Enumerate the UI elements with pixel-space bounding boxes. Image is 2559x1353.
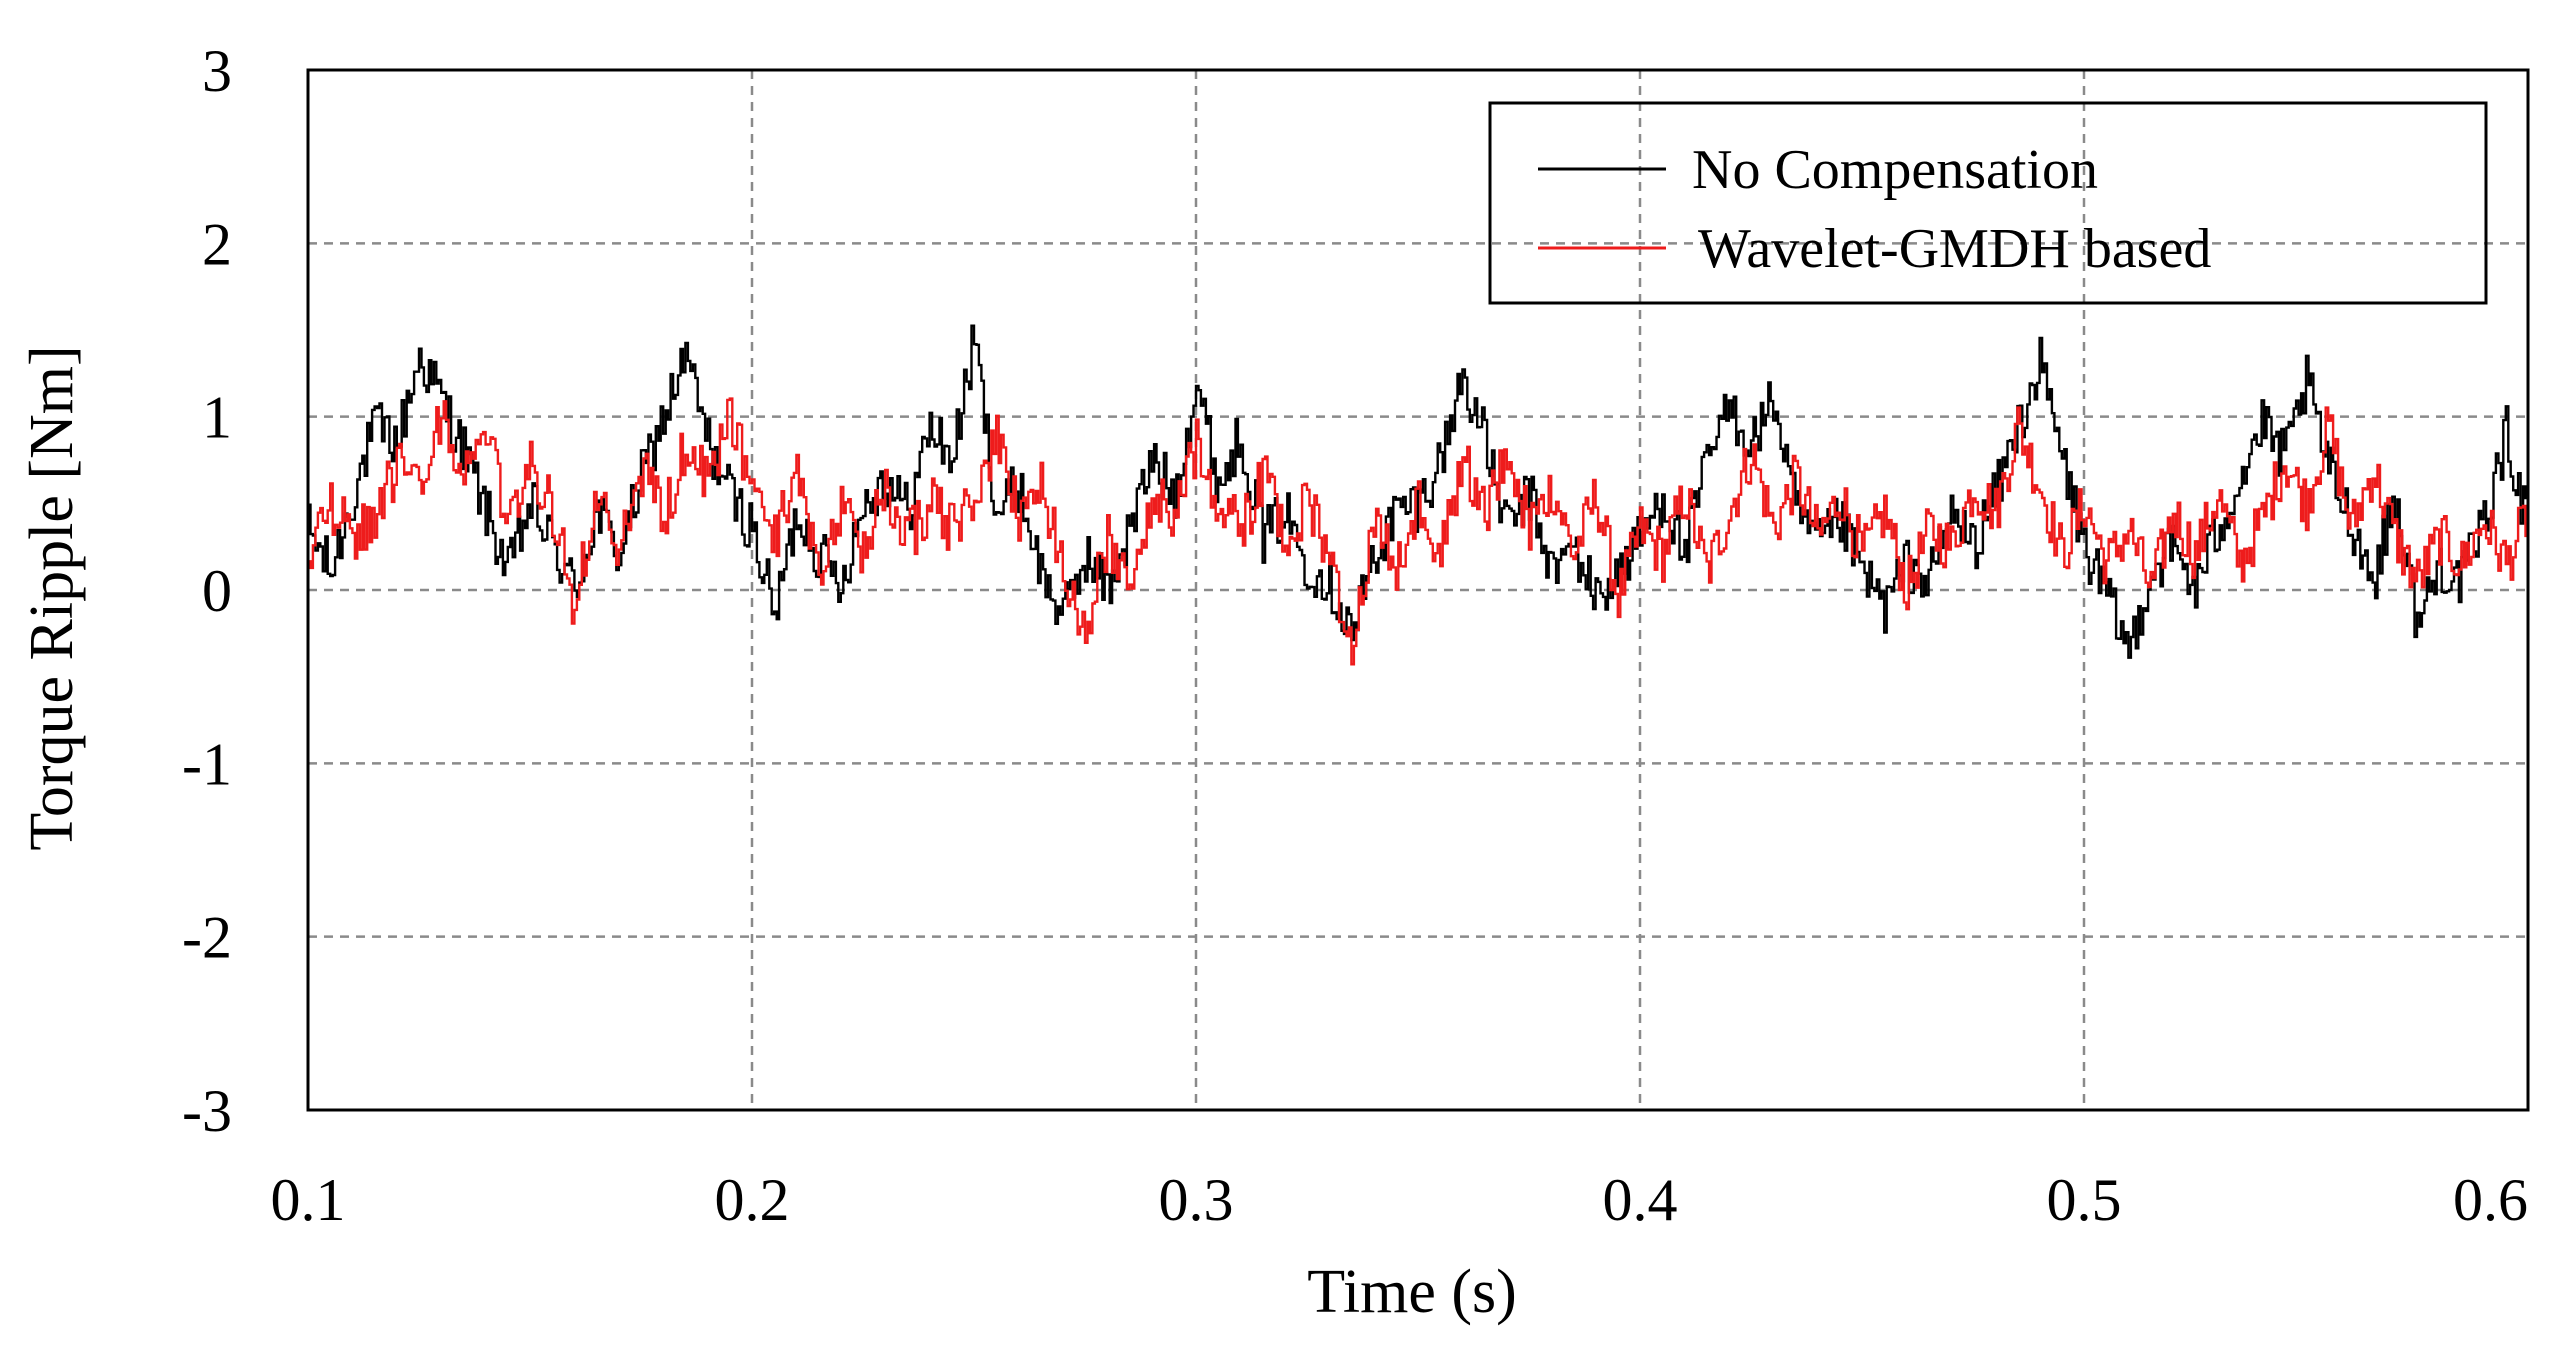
x-axis-ticks: 0.1 0.2 0.3 0.4 0.5 0.6 bbox=[271, 1167, 2529, 1233]
series-line-wavelet-gmdh bbox=[308, 397, 2530, 666]
y-tick-label: -3 bbox=[182, 1078, 232, 1144]
legend: No Compensation Wavelet-GMDH based bbox=[1488, 101, 2488, 305]
x-tick-label: 0.6 bbox=[2453, 1167, 2528, 1233]
y-tick-label: 1 bbox=[202, 385, 232, 451]
y-tick-label: 2 bbox=[202, 211, 232, 277]
y-tick-label: 3 bbox=[202, 38, 232, 104]
x-axis-title: Time (s) bbox=[1307, 1258, 1517, 1326]
y-tick-label: 0 bbox=[202, 558, 232, 624]
x-tick-label: 0.5 bbox=[2047, 1167, 2122, 1233]
x-tick-label: 0.1 bbox=[271, 1167, 346, 1233]
y-axis-ticks: 3 2 1 0 -1 -2 -3 bbox=[182, 38, 232, 1144]
grid-lines bbox=[308, 70, 2528, 1110]
y-tick-label: -1 bbox=[182, 731, 232, 797]
plot-frame bbox=[306, 68, 2530, 1112]
legend-label-no-compensation: No Compensation bbox=[1692, 139, 2098, 201]
x-tick-label: 0.4 bbox=[1603, 1167, 1678, 1233]
y-tick-label: -2 bbox=[182, 905, 232, 971]
x-tick-label: 0.3 bbox=[1159, 1167, 1234, 1233]
y-axis-title: Torque Ripple [Nm] bbox=[18, 345, 86, 850]
x-tick-label: 0.2 bbox=[715, 1167, 790, 1233]
series-lines bbox=[308, 324, 2530, 666]
legend-box bbox=[1488, 101, 2488, 305]
legend-label-wavelet-gmdh: Wavelet-GMDH based bbox=[1698, 218, 2211, 280]
